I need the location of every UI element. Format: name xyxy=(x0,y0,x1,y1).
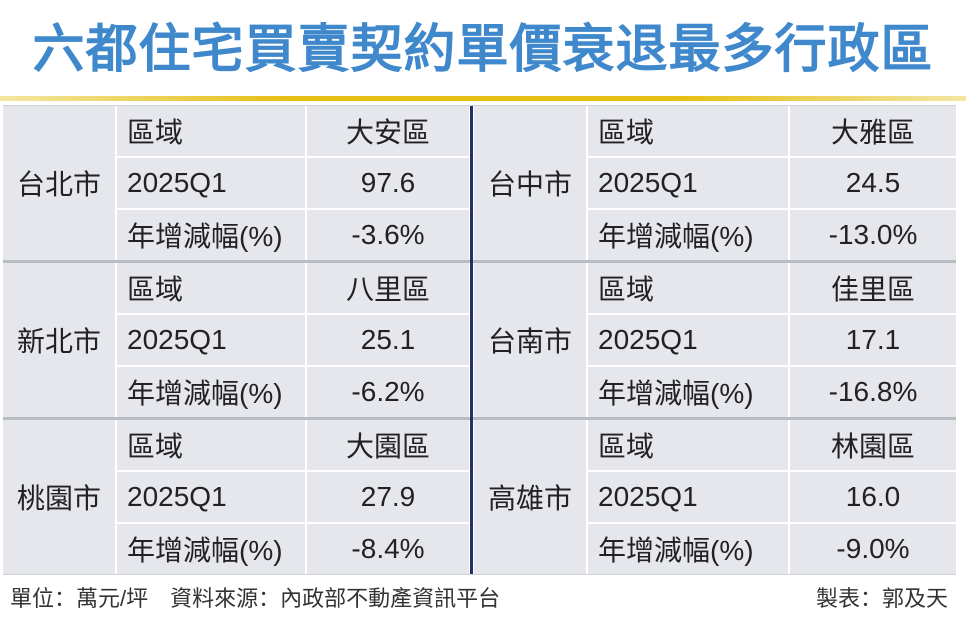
table-bottom-border xyxy=(3,574,956,575)
taichung-yoy-value: -13.0% xyxy=(790,210,956,260)
title-accent-line xyxy=(0,96,966,101)
taipei-city-label: 台北市 xyxy=(3,106,115,260)
taoyuan-price-value: 27.9 xyxy=(307,472,469,522)
table-block-kaohsiung: 高雄市 區域 林園區 2025Q1 16.0 年增減幅(%) -9.0% xyxy=(474,420,956,574)
kaohsiung-price-value: 16.0 xyxy=(790,472,956,522)
taichung-city-label: 台中市 xyxy=(474,106,586,260)
taipei-price-value: 97.6 xyxy=(307,158,469,208)
tainan-yoy-value: -16.8% xyxy=(790,367,956,417)
taoyuan-city-label: 桃園市 xyxy=(3,420,115,574)
footer-unit-source: 單位：萬元/坪 資料來源：內政部不動產資訊平台 xyxy=(10,584,500,614)
kaohsiung-city-label: 高雄市 xyxy=(474,420,586,574)
new-taipei-city-label: 新北市 xyxy=(3,263,115,417)
taoyuan-price-row-label: 2025Q1 xyxy=(117,472,305,522)
new-taipei-yoy-value: -6.2% xyxy=(307,367,469,417)
table-block-new-taipei: 新北市 區域 八里區 2025Q1 25.1 年增減幅(%) -6.2% xyxy=(3,263,469,417)
block-separator xyxy=(3,417,956,420)
tainan-city-label: 台南市 xyxy=(474,263,586,417)
table-block-taichung: 台中市 區域 大雅區 2025Q1 24.5 年增減幅(%) -13.0% xyxy=(474,106,956,260)
new-taipei-district-row-label: 區域 xyxy=(117,263,305,313)
taoyuan-yoy-value: -8.4% xyxy=(307,524,469,574)
new-taipei-district-value: 八里區 xyxy=(307,263,469,313)
center-divider xyxy=(470,106,473,574)
tainan-yoy-row-label: 年增減幅(%) xyxy=(588,367,788,417)
taoyuan-district-row-label: 區域 xyxy=(117,420,305,470)
taichung-price-value: 24.5 xyxy=(790,158,956,208)
taichung-yoy-row-label: 年增減幅(%) xyxy=(588,210,788,260)
kaohsiung-yoy-value: -9.0% xyxy=(790,524,956,574)
table-block-tainan: 台南市 區域 佳里區 2025Q1 17.1 年增減幅(%) -16.8% xyxy=(474,263,956,417)
new-taipei-yoy-row-label: 年增減幅(%) xyxy=(117,367,305,417)
tainan-district-value: 佳里區 xyxy=(790,263,956,313)
tainan-price-row-label: 2025Q1 xyxy=(588,315,788,365)
taipei-district-value: 大安區 xyxy=(307,106,469,156)
taipei-district-row-label: 區域 xyxy=(117,106,305,156)
table-top-border xyxy=(3,105,956,106)
footer-credit: 製表：郭及天 xyxy=(815,586,948,611)
taipei-yoy-value: -3.6% xyxy=(307,210,469,260)
block-separator xyxy=(3,260,956,263)
taichung-price-row-label: 2025Q1 xyxy=(588,158,788,208)
kaohsiung-yoy-row-label: 年增減幅(%) xyxy=(588,524,788,574)
taoyuan-district-value: 大園區 xyxy=(307,420,469,470)
tainan-district-row-label: 區域 xyxy=(588,263,788,313)
new-taipei-price-row-label: 2025Q1 xyxy=(117,315,305,365)
table-block-taoyuan: 桃園市 區域 大園區 2025Q1 27.9 年增減幅(%) -8.4% xyxy=(3,420,469,574)
table-block-taipei: 台北市 區域 大安區 2025Q1 97.6 年增減幅(%) -3.6% xyxy=(3,106,469,260)
taichung-district-value: 大雅區 xyxy=(790,106,956,156)
kaohsiung-district-row-label: 區域 xyxy=(588,420,788,470)
kaohsiung-district-value: 林園區 xyxy=(790,420,956,470)
kaohsiung-price-row-label: 2025Q1 xyxy=(588,472,788,522)
taoyuan-yoy-row-label: 年增減幅(%) xyxy=(117,524,305,574)
taipei-price-row-label: 2025Q1 xyxy=(117,158,305,208)
footer-unit: 單位：萬元/坪 xyxy=(10,586,149,611)
taichung-district-row-label: 區域 xyxy=(588,106,788,156)
chart-title: 六都住宅買賣契約單價衰退最多行政區 xyxy=(32,21,934,79)
footer-source: 資料來源：內政部不動產資訊平台 xyxy=(170,586,501,611)
taipei-yoy-row-label: 年增減幅(%) xyxy=(117,210,305,260)
new-taipei-price-value: 25.1 xyxy=(307,315,469,365)
tainan-price-value: 17.1 xyxy=(790,315,956,365)
